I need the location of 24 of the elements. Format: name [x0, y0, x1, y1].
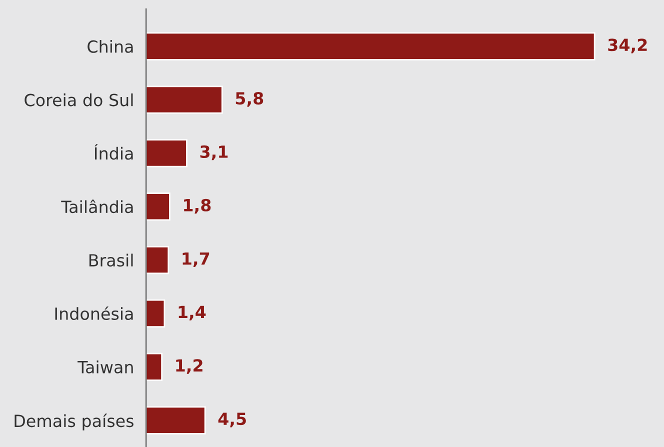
data-label: 3,1: [200, 145, 228, 160]
data-label: 1,2: [176, 359, 202, 374]
bar: [146, 192, 170, 221]
y-tick-label: Tailândia: [61, 200, 133, 214]
bar: [146, 299, 166, 328]
bar: [146, 352, 163, 381]
y-tick-label: Coreia do Sul: [24, 93, 133, 106]
bar: [146, 406, 206, 434]
data-label: 1,7: [182, 252, 210, 267]
y-tick-label: Taiwan: [78, 360, 133, 374]
bar: [146, 86, 223, 114]
y-tick-label: Demais países: [14, 414, 134, 430]
data-label: 1,4: [178, 306, 206, 320]
bar: [146, 32, 596, 60]
y-tick-label: China: [88, 40, 133, 53]
data-label: 34,2: [608, 38, 647, 54]
data-label: 1,8: [184, 198, 211, 214]
bar: [146, 139, 188, 168]
data-label: 5,8: [236, 92, 264, 107]
data-label: 4,5: [218, 412, 246, 428]
y-tick-label: Indonésia: [55, 306, 133, 320]
bar: [146, 246, 170, 274]
y-tick-label: Índia: [94, 144, 133, 160]
y-tick-label: Brasil: [89, 254, 133, 267]
